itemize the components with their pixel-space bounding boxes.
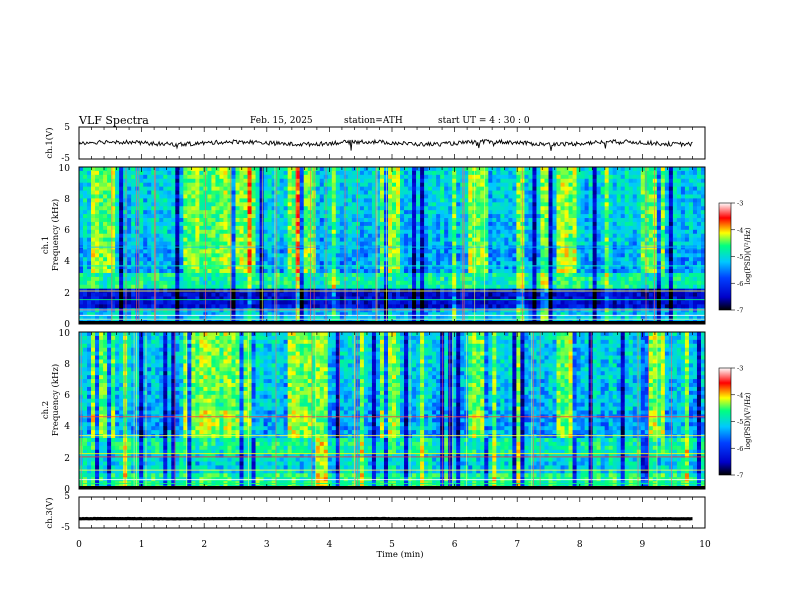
colorbar-tick-label: -4 [737, 391, 743, 399]
x-tick-label: 4 [327, 540, 333, 550]
x-axis-label: Time (min) [376, 549, 423, 560]
ch3-waveform-frame [78, 496, 706, 529]
ch2-ytick-10: 10 [59, 329, 71, 339]
ch1-ytick-8: 8 [64, 195, 70, 205]
ch1-spectrogram-ylabel-channel: ch.1 [41, 236, 51, 254]
x-tick-label: 7 [514, 540, 520, 550]
colorbar-tick-label: -6 [737, 280, 743, 288]
ch2-colorbar-gradient [718, 367, 732, 476]
x-tick-label: 10 [699, 540, 711, 550]
colorbar-tick-label: -7 [737, 307, 743, 315]
ch3-ytick-5: 5 [64, 492, 70, 502]
ch2-colorbar-label: log(PSD)(V²/Hz) [744, 392, 752, 449]
x-tick-label: 5 [389, 540, 395, 550]
ch1-ytick-2: 2 [64, 289, 70, 299]
ch1-ytick-5: 5 [64, 123, 70, 133]
colorbar-tick-label: -7 [737, 472, 743, 480]
x-tick-label: 9 [640, 540, 646, 550]
x-tick-label: 6 [452, 540, 458, 550]
ch2-spectrogram-heatmap [79, 332, 706, 490]
time-axis: 0 1 2 3 4 5 6 7 8 9 10 [76, 540, 711, 550]
colorbar-tick-label: -3 [737, 365, 743, 373]
ch3-ytick-neg5: -5 [61, 523, 70, 533]
colorbar-tick-label: -6 [737, 445, 743, 453]
date-label: Feb. 15, 2025 [250, 116, 313, 126]
ch1-ytick-neg5: -5 [61, 154, 70, 164]
colorbar-tick-label: -5 [737, 418, 743, 426]
x-tick-label: 1 [139, 540, 145, 550]
ch2-spectrogram-ylabel-frequency: Frequency (kHz) [50, 364, 61, 436]
ch1-spectrogram-panel: 0 2 4 6 8 10 ch.1 Frequency (kHz) [41, 164, 706, 330]
ch2-spectrogram-ylabel-channel: ch.2 [41, 401, 51, 419]
x-tick-label: 2 [201, 540, 207, 550]
ch2-spectrogram-panel: 0 2 4 6 8 10 ch.2 Frequency (kHz) [41, 329, 706, 495]
start-ut-label: start UT = 4 : 30 : 0 [438, 116, 530, 126]
colorbar-tick-label: -4 [737, 226, 743, 234]
ch1-ylabel: ch.1(V) [44, 127, 55, 158]
ch1-waveform-panel: 5 -5 ch.1(V) [44, 123, 706, 164]
ch2-ytick-8: 8 [64, 360, 70, 370]
ch1-waveform-line [78, 138, 693, 151]
ch1-ytick-4: 4 [64, 257, 70, 267]
ch2-ytick-2: 2 [64, 454, 70, 464]
ch1-colorbar-gradient [718, 202, 732, 311]
ch1-spectrogram-ylabel-frequency: Frequency (kHz) [50, 199, 61, 271]
ch3-ylabel: ch.3(V) [44, 497, 55, 528]
ch1-ytick-0: 0 [64, 320, 70, 330]
colorbar-tick-label: -3 [737, 200, 743, 208]
ch1-colorbar: -3 -4 -5 -6 -7 log(PSD)(V²/Hz) [718, 200, 752, 315]
ch3-waveform-panel: 5 -5 ch.3(V) [44, 492, 706, 533]
figure-title: VLF Spectra [78, 114, 149, 127]
ch1-spectrogram-heatmap [78, 167, 706, 325]
ch1-ytick-6: 6 [64, 226, 70, 236]
ch2-ytick-6: 6 [64, 391, 70, 401]
x-tick-label: 0 [76, 540, 82, 550]
ch2-ytick-0: 0 [64, 485, 70, 495]
ch1-colorbar-label: log(PSD)(V²/Hz) [744, 227, 752, 284]
x-tick-label: 3 [264, 540, 270, 550]
ch2-ytick-4: 4 [64, 422, 70, 432]
x-tick-label: 8 [577, 540, 583, 550]
ch2-colorbar: -3 -4 -5 -6 -7 log(PSD)(V²/Hz) [718, 365, 752, 480]
station-label: station=ATH [344, 116, 403, 126]
colorbar-tick-label: -5 [737, 253, 743, 261]
ch1-ytick-10: 10 [59, 164, 71, 174]
